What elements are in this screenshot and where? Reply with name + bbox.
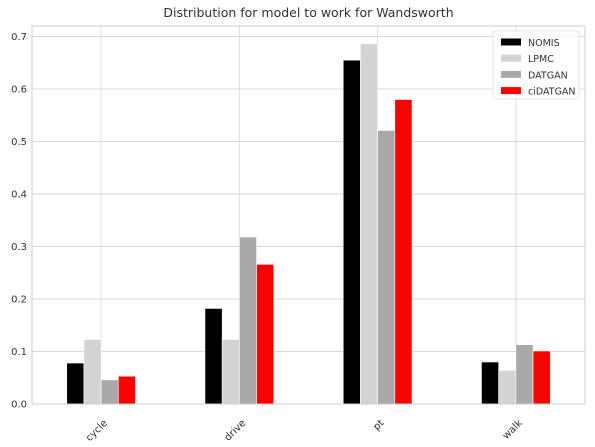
chart-title: Distribution for model to work for Wands… <box>163 5 453 20</box>
bar-pt-lpmc <box>360 43 378 405</box>
plot-border <box>31 25 586 405</box>
bar-walk-datgan <box>515 344 534 405</box>
legend-swatch-lpmc <box>501 54 521 62</box>
x-tick-label: drive <box>223 418 249 443</box>
bar-walk-nomis <box>481 361 499 405</box>
bar-walk-cidatgan <box>532 350 551 405</box>
y-tick-label: 0.1 <box>11 347 27 358</box>
bar-pt-nomis <box>342 59 361 405</box>
bar-cycle-cidatgan <box>118 375 136 405</box>
x-tick-label: pt <box>372 418 387 433</box>
bar-drive-datgan <box>239 236 257 405</box>
y-tick-label: 0.2 <box>11 295 27 306</box>
legend-label: ciDATGAN <box>528 87 576 98</box>
legend-label: DATGAN <box>528 70 568 81</box>
x-tick-label: walk <box>501 418 525 442</box>
y-tick-label: 0.7 <box>11 32 27 43</box>
y-tick-label: 0.4 <box>11 190 27 201</box>
y-tick-label: 0.3 <box>11 242 27 253</box>
bar-drive-lpmc <box>221 339 240 405</box>
legend-box <box>492 30 580 100</box>
legend: NOMIS LPMC DATGAN ciDATGAN <box>492 30 580 100</box>
legend-label: LPMC <box>528 54 554 65</box>
bar-pt-cidatgan <box>394 99 413 405</box>
y-tick-label: 0.5 <box>11 137 27 148</box>
bar-cycle-datgan <box>100 379 119 405</box>
y-tick-label: 0.6 <box>11 85 27 96</box>
bars-layer <box>66 43 551 405</box>
x-tick-label: cycle <box>84 418 110 443</box>
bar-cycle-nomis <box>66 362 85 405</box>
legend-swatch-datgan <box>501 70 521 78</box>
y-tick-label: 0.0 <box>11 400 27 411</box>
bar-drive-cidatgan <box>256 264 275 405</box>
legend-swatch-nomis <box>501 38 521 46</box>
legend-label: NOMIS <box>528 38 560 49</box>
bar-walk-lpmc <box>498 370 517 405</box>
bar-pt-datgan <box>377 130 396 405</box>
legend-swatch-cidatgan <box>501 87 521 95</box>
bar-cycle-lpmc <box>83 339 102 405</box>
bar-drive-nomis <box>204 308 223 405</box>
